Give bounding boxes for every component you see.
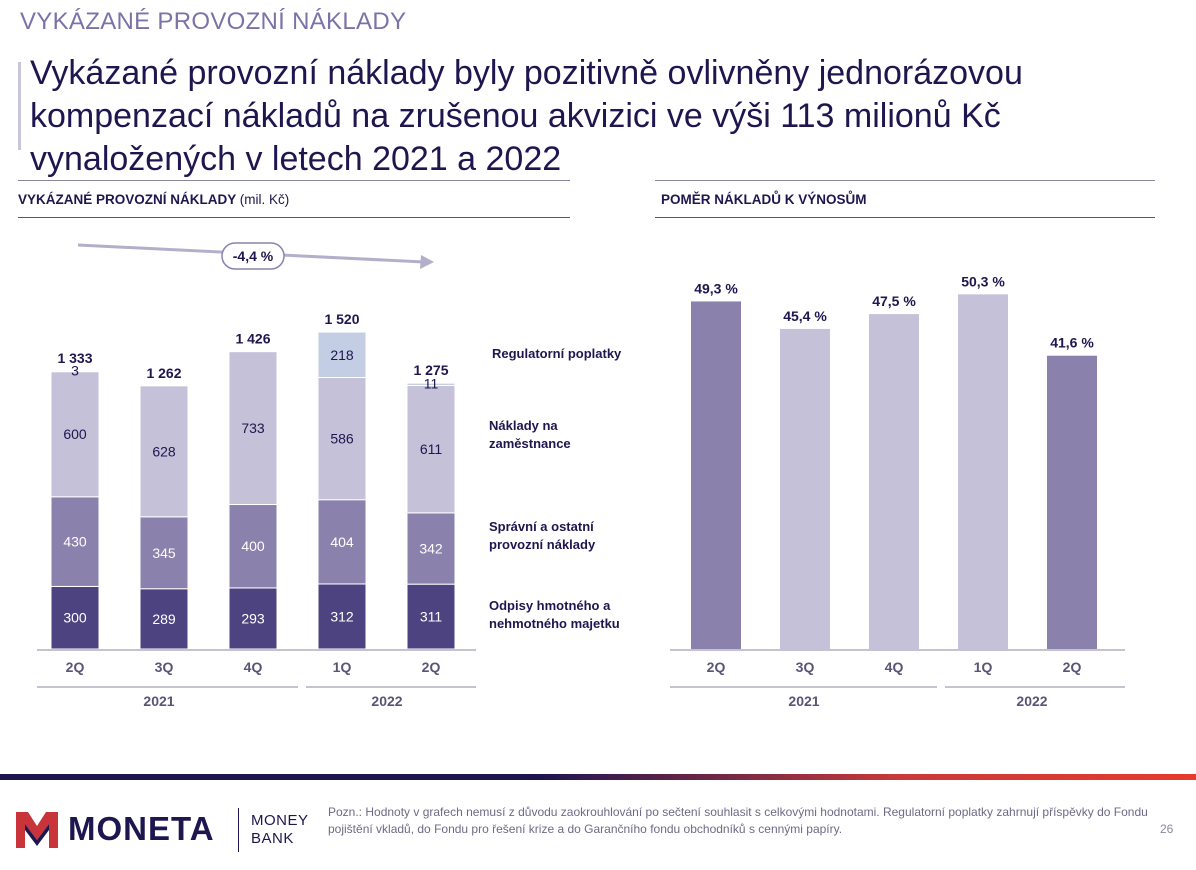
legend-label: provozní náklady [489,537,596,552]
section-label: VYKÁZANÉ PROVOZNÍ NÁKLADY [20,8,407,35]
stack-segment-2 [317,377,367,501]
segment-value-label: 628 [152,443,176,459]
ratio-value-label: 49,3 % [694,280,738,296]
right-top-rule [655,180,1155,181]
stack-segment-1 [406,512,456,585]
stack-segment-3 [406,382,456,386]
ratio-bar [869,314,919,649]
segment-value-label: 218 [330,347,354,363]
logo-sub-line-2: BANK [251,830,294,847]
category-tick-label: 4Q [244,659,263,675]
stack-segment-0 [406,583,456,650]
ratio-bar [780,328,830,649]
stack-segment-0 [139,588,189,650]
trend-badge [221,242,285,270]
ratio-value-label: 47,5 % [872,293,916,309]
charts-canvas: 300 430 600 31 333 2Q 289 345 628 1 262 3Q 293 400 7… [37,242,1125,709]
group-label: 2022 [1016,693,1047,709]
group-label: 2021 [788,693,819,709]
footer-stripe [0,774,1196,780]
stack-segment-0 [50,585,100,650]
category-tick-label: 4Q [885,659,904,675]
right-chart-title: POMĚR NÁKLADŮ K VÝNOSŮM [661,192,867,207]
ratio-bar [691,301,741,649]
ratio-bar [1047,355,1097,649]
total-label: 1 520 [324,311,359,327]
category-tick-label: 1Q [333,659,352,675]
stack-segment-2 [50,371,100,498]
segment-value-label: 342 [419,541,443,557]
segment-value-label: 400 [241,538,265,554]
total-label: 1 275 [413,362,448,378]
segment-value-label: 293 [241,610,265,626]
trend-arrowhead [420,255,434,269]
ratio-value-label: 41,6 % [1050,335,1094,351]
legend-label: Odpisy hmotného a [489,598,611,613]
segment-value-label: 11 [424,375,439,391]
segment-value-label: 300 [63,610,87,626]
headline-rule [18,180,570,181]
logo-sub-line-1: MONEY [251,812,309,829]
category-tick-label: 3Q [155,659,174,675]
segment-value-label: 312 [330,608,354,624]
segment-value-label: 600 [63,426,87,442]
stack-segment-2 [228,351,278,506]
category-tick-label: 2Q [66,659,85,675]
page-number: 26 [1160,822,1174,836]
logo-separator [238,808,239,852]
stack-segment-3 [50,370,100,373]
legend-label: nehmotného majetku [489,616,620,631]
left-chart-rule [18,217,570,218]
segment-value-label: 345 [152,545,176,561]
segment-value-label: 311 [420,609,443,625]
stack-segment-2 [139,385,189,518]
right-chart-rule [655,217,1155,218]
category-tick-label: 3Q [796,659,815,675]
footnote: Pozn.: Hodnoty v grafech nemusí z důvodu… [328,805,1148,836]
stack-segment-0 [317,583,367,650]
segment-value-label: 289 [152,611,176,627]
segment-value-label: 586 [330,431,354,447]
title-accent-bar [18,62,21,150]
group-label: 2021 [143,693,174,709]
legend-label: zaměstnance [489,436,571,451]
ratio-bar [958,294,1008,649]
left-chart-title-text: VYKÁZANÉ PROVOZNÍ NÁKLADY [18,192,237,207]
stack-segment-1 [317,499,367,585]
total-label: 1 262 [146,365,181,381]
category-tick-label: 2Q [707,659,726,675]
segment-value-label: 430 [63,534,87,550]
left-chart-title: VYKÁZANÉ PROVOZNÍ NÁKLADY (mil. Kč) [18,192,289,207]
stack-segment-2 [406,384,456,514]
logo-wordmark: MONETA [68,810,215,847]
stack-segment-1 [228,504,278,589]
segment-value-label: 611 [420,441,443,457]
segment-value-label: 3 [71,362,79,378]
legend-label: Regulatorní poplatky [492,346,622,361]
stack-segment-3 [317,331,367,379]
segment-value-label: 404 [330,534,354,550]
group-label: 2022 [371,693,402,709]
ratio-value-label: 50,3 % [961,273,1005,289]
logo-subtitle: MONEY BANK [251,812,309,848]
page-title: Vykázané provozní náklady byly pozitivně… [30,54,1023,178]
ratio-value-label: 45,4 % [783,308,827,324]
legend-label: Správní a ostatní [489,519,594,534]
segment-value-label: 733 [241,420,265,436]
left-chart-unit: (mil. Kč) [239,192,290,207]
category-tick-label: 2Q [422,659,441,675]
category-tick-label: 2Q [1063,659,1082,675]
category-tick-label: 1Q [974,659,993,675]
total-label: 1 333 [57,350,92,366]
total-label: 1 426 [235,331,270,347]
stack-segment-1 [50,496,100,587]
legend-label: Náklady na [489,418,558,433]
stack-segment-1 [139,516,189,590]
trend-label: -4,4 % [233,248,274,264]
moneta-logo-icon [16,812,58,848]
